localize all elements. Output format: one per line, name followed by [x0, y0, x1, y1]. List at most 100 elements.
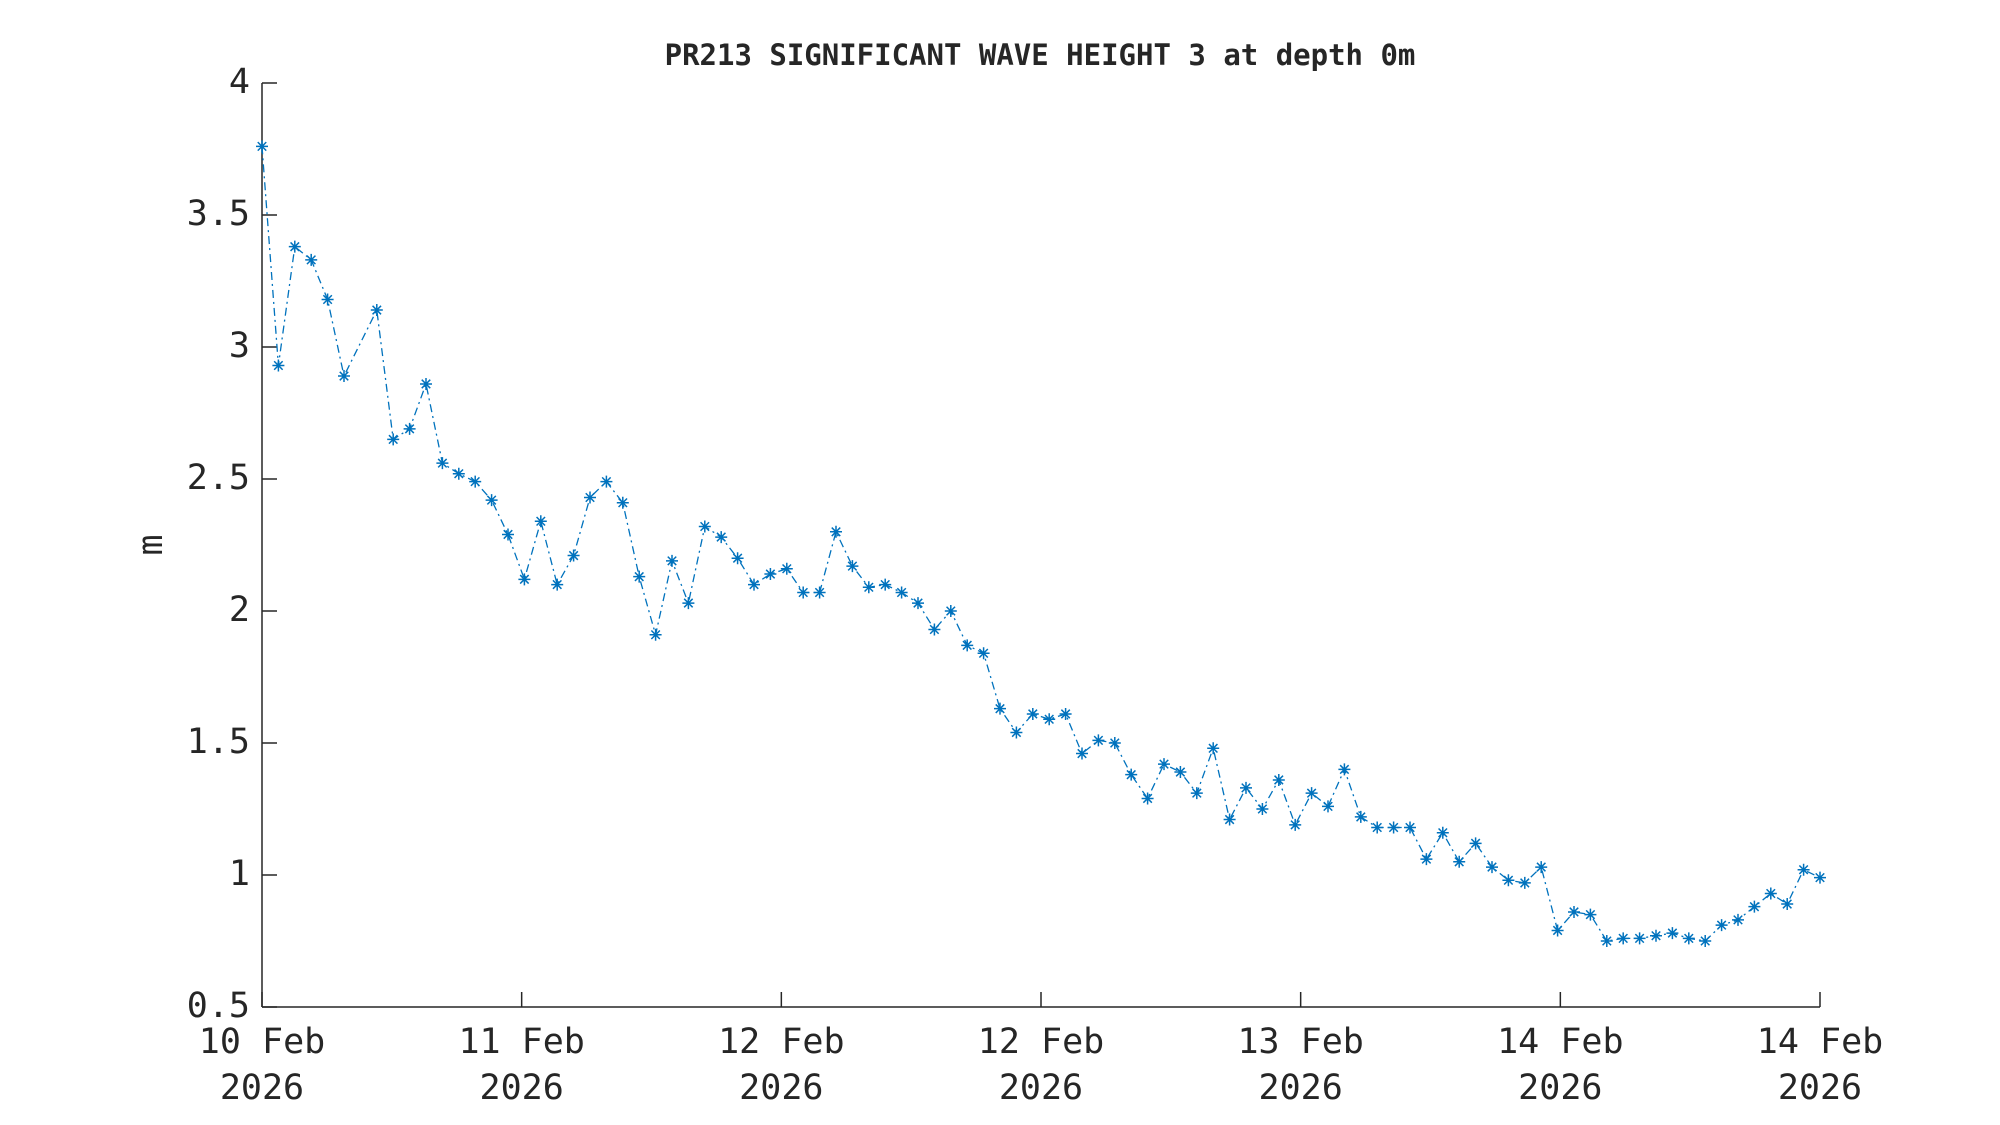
y-tick-label: 1.5: [187, 722, 250, 762]
data-point: [1158, 758, 1170, 771]
data-point: [666, 554, 678, 567]
data-point: [1108, 737, 1121, 749]
data-point: [1535, 861, 1548, 874]
data-point: [420, 377, 432, 390]
data-point: [682, 597, 695, 610]
data-point: [879, 578, 892, 591]
x-tick-label: 12 Feb 2026: [977, 1022, 1105, 1108]
data-point: [1305, 787, 1318, 800]
data-point: [846, 560, 859, 573]
data-point: [748, 578, 760, 591]
data-point: [1272, 773, 1285, 786]
x-tick-label: 12 Feb 2026: [718, 1022, 845, 1108]
data-point: [600, 475, 613, 488]
data-point: [912, 597, 924, 610]
data-point: [305, 253, 318, 266]
data-point: [961, 639, 974, 652]
data-point: [633, 570, 646, 583]
data-point: [1584, 908, 1597, 921]
data-point: [387, 433, 400, 446]
y-tick-label: 4: [229, 62, 250, 102]
data-point: [764, 568, 777, 581]
data-point: [1453, 855, 1466, 868]
data-point: [731, 552, 744, 565]
data-point: [1682, 932, 1695, 945]
data-point: [715, 531, 728, 544]
y-tick-label: 1: [229, 854, 250, 894]
data-point: [403, 422, 416, 435]
data-point: [1223, 813, 1236, 826]
data-point: [1010, 726, 1023, 739]
data-point: [534, 515, 547, 528]
data-point: [649, 628, 662, 641]
data-point: [584, 491, 596, 504]
data-point: [321, 293, 334, 306]
data-point: [485, 494, 498, 507]
data-point: [698, 520, 711, 533]
data-point: [1174, 766, 1187, 779]
data-point: [469, 475, 482, 488]
data-point: [370, 304, 383, 317]
data-point: [616, 496, 629, 509]
data-point: [1715, 919, 1728, 932]
y-axis-label: m: [131, 534, 171, 555]
data-point: [780, 562, 793, 575]
data-point: [1141, 792, 1154, 805]
y-tick-label: 2: [229, 590, 250, 630]
data-point: [1814, 871, 1826, 884]
x-tick-label: 14 Feb 2026: [1756, 1022, 1884, 1108]
data-point: [977, 647, 990, 660]
data-point: [288, 240, 301, 253]
data-point: [256, 140, 268, 153]
chart-title: PR213 SIGNIFICANT WAVE HEIGHT 3 at depth…: [665, 38, 1416, 72]
data-point: [994, 702, 1006, 715]
data-point: [1518, 876, 1531, 889]
data-point: [1797, 863, 1810, 876]
y-tick-label: 3.5: [187, 194, 250, 234]
data-point: [1125, 768, 1138, 781]
data-point: [1781, 898, 1794, 911]
data-point: [928, 623, 941, 636]
data-point: [1600, 935, 1613, 947]
data-point: [272, 359, 285, 372]
data-point: [1486, 861, 1498, 874]
data-point: [1322, 800, 1334, 813]
y-tick-label: 2.5: [187, 458, 250, 498]
data-point: [518, 573, 531, 586]
data-point: [1633, 932, 1646, 945]
data-point: [551, 578, 564, 591]
data-point: [1256, 803, 1269, 815]
data-point: [1551, 924, 1564, 937]
data-point: [1387, 821, 1400, 834]
data-point: [338, 370, 350, 383]
data-point: [1666, 927, 1679, 940]
data-point: [813, 586, 826, 599]
data-point: [1617, 932, 1630, 945]
data-point: [944, 605, 957, 617]
data-line: [261, 146, 1821, 942]
data-point: [1207, 742, 1220, 755]
x-tick-label: 11 Feb 2026: [458, 1022, 585, 1108]
data-point: [452, 467, 465, 480]
data-point: [1732, 913, 1744, 926]
data-point: [1076, 747, 1088, 760]
data-point: [1748, 900, 1761, 913]
data-point: [1404, 821, 1416, 834]
data-point: [1436, 826, 1449, 839]
data-point: [1764, 887, 1777, 900]
data-point: [1190, 787, 1203, 800]
y-tick-label: 3: [229, 326, 250, 366]
data-point: [862, 581, 875, 594]
x-tick-label: 10 Feb 2026: [198, 1022, 326, 1108]
data-point: [1240, 781, 1252, 794]
data-point: [502, 528, 514, 541]
data-point: [1502, 874, 1515, 887]
data-point: [1568, 905, 1580, 918]
data-point: [436, 457, 449, 470]
x-tick-label: 13 Feb 2026: [1237, 1022, 1364, 1108]
data-point: [895, 586, 908, 599]
data-point: [1059, 707, 1072, 720]
data-point: [1289, 818, 1302, 831]
